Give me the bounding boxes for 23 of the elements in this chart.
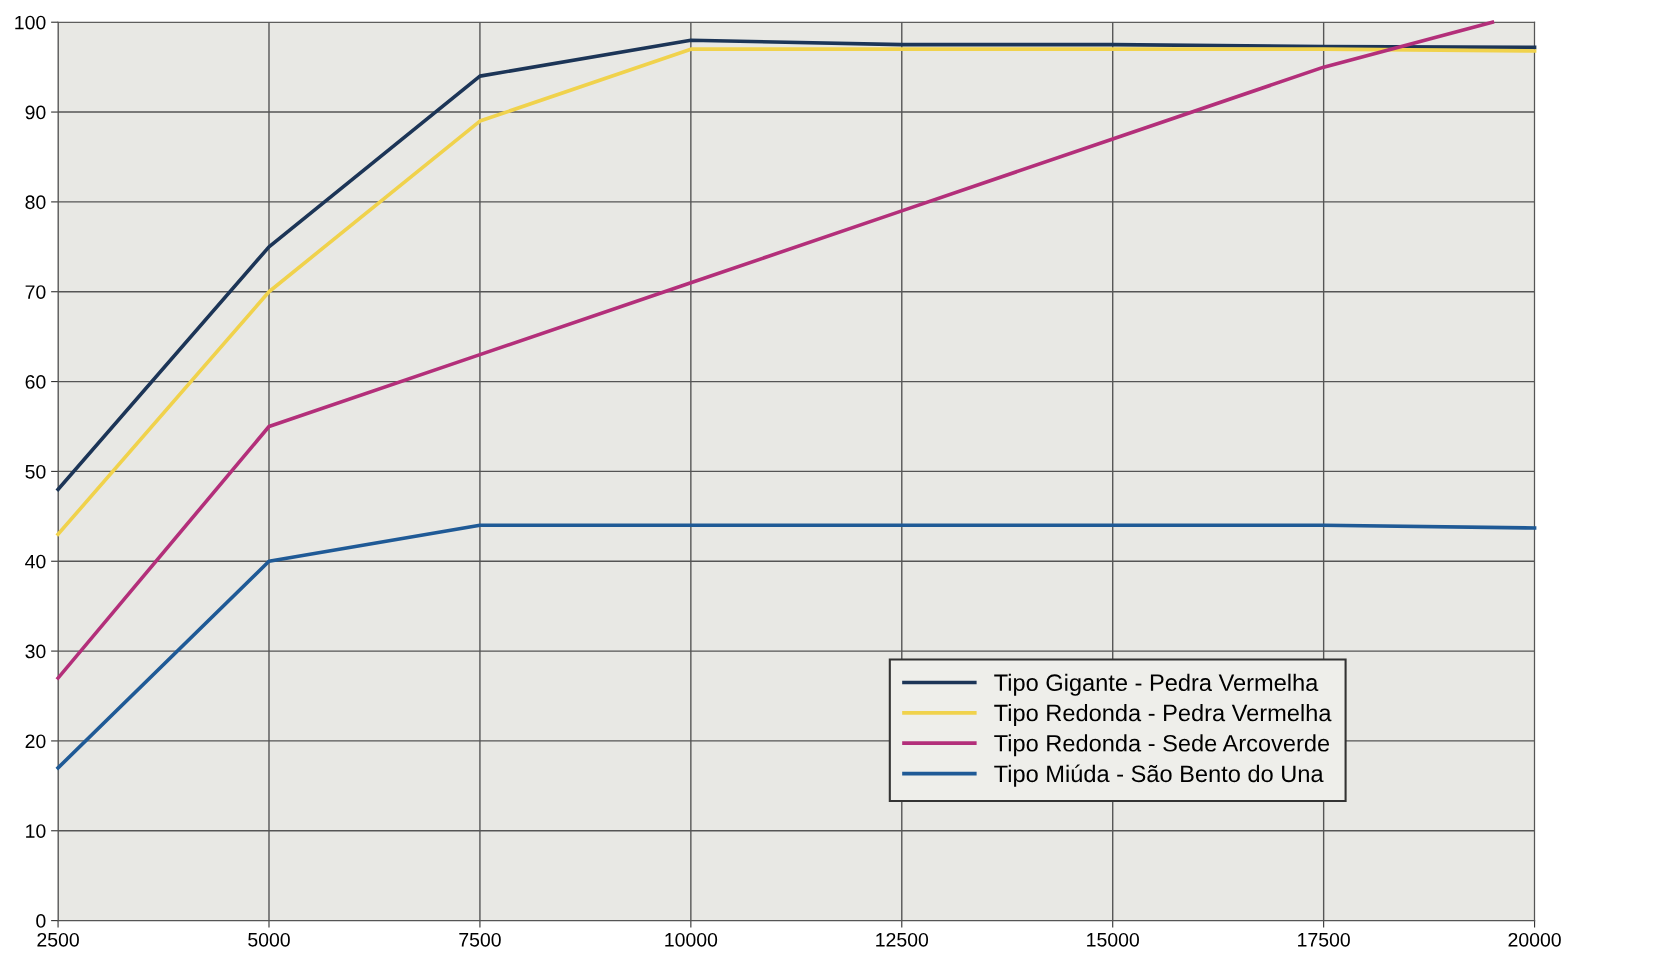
x-tick-label: 15000 [1087,932,1139,947]
y-tick-label: 70 [25,285,46,299]
y-tick-label: 80 [25,195,46,210]
x-tick-label: 20000 [1508,932,1561,947]
x-tick-label: 17500 [1298,932,1350,947]
y-tick-label: 50 [25,464,46,479]
x-tick-label: 2500 [37,932,79,947]
x-tick-label: 10000 [665,932,718,947]
legend-label: Tipo Gigante - Pedra Vermelha [994,673,1319,696]
legend-label: Tipo Miúda - São Bento do Una [994,764,1324,787]
x-tick-label: 12500 [876,932,929,947]
y-tick-label: 0 [36,914,46,928]
y-tick-label: 60 [25,375,46,389]
y-tick-label: 40 [25,554,46,569]
y-tick-label: 100 [15,15,46,30]
y-tick-label: 20 [25,734,46,749]
y-tick-label: 90 [25,105,46,120]
y-tick-label: 30 [25,644,46,659]
legend-label: Tipo Redonda - Sede Arcoverde [994,734,1330,757]
legend-label: Tipo Redonda - Pedra Vermelha [994,703,1332,726]
y-tick-label: 10 [26,824,46,838]
x-tick-label: 7500 [459,932,501,947]
x-tick-label: 5000 [248,932,290,947]
